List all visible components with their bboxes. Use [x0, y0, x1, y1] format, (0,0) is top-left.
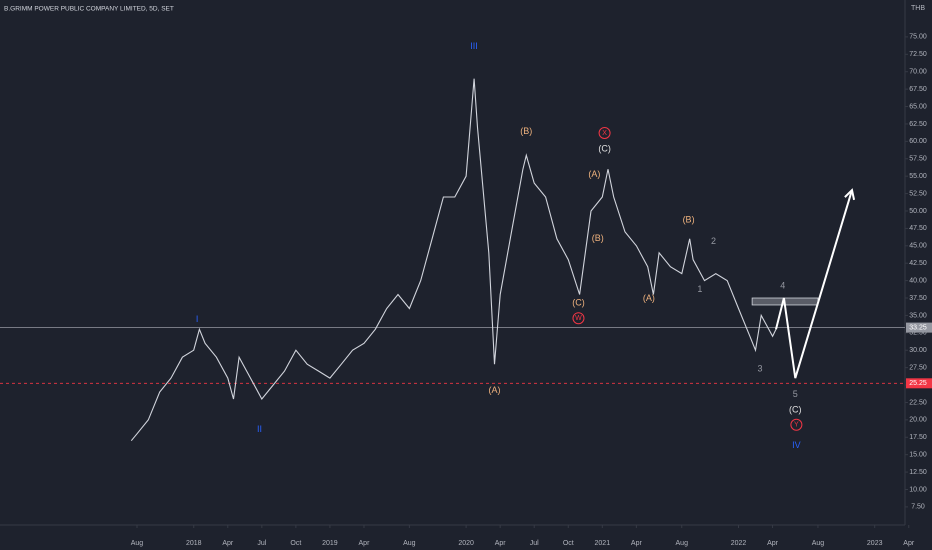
wave-label: W — [575, 315, 582, 322]
price-badge — [906, 378, 932, 389]
wave-label: I — [196, 314, 199, 324]
x-tick-label: Apr — [222, 540, 234, 547]
y-tick-label: 52.50 — [909, 190, 927, 197]
x-tick-label: Aug — [676, 540, 689, 547]
y-tick-label: 40.00 — [909, 277, 927, 284]
y-tick-label: 57.50 — [909, 156, 927, 163]
y-tick-label: 17.50 — [909, 434, 927, 441]
y-tick-label: 70.00 — [909, 69, 927, 76]
y-tick-label: 50.00 — [909, 208, 927, 215]
y-tick-label: 42.50 — [909, 260, 927, 267]
x-tick-label: 2023 — [867, 540, 883, 547]
price-badge-label: 25.25 — [909, 380, 927, 387]
y-tick-label: 22.50 — [909, 399, 927, 406]
x-tick-label: Aug — [812, 540, 825, 547]
y-tick-label: 67.50 — [909, 86, 927, 93]
wave-label: (C) — [572, 297, 585, 307]
wave-circle — [598, 126, 611, 139]
wave-label: (B) — [683, 214, 695, 224]
wave-label: (B) — [520, 126, 532, 136]
x-tick-label: Apr — [631, 540, 643, 547]
wave-label: (C) — [598, 143, 611, 153]
y-tick-label: 75.00 — [909, 34, 927, 41]
y-tick-label: 27.50 — [909, 364, 927, 371]
y-tick-label: 30.00 — [909, 347, 927, 354]
wave-label: X — [602, 130, 607, 137]
wave-label: (A) — [643, 293, 655, 303]
wave-label: (C) — [789, 404, 802, 414]
y-tick-label: 62.50 — [909, 121, 927, 128]
y-tick-label: 37.50 — [909, 295, 927, 302]
x-tick-label: Aug — [131, 540, 144, 547]
y-tick-label: 12.50 — [909, 469, 927, 476]
x-tick-label: Apr — [359, 540, 371, 547]
y-tick-label: 32.50 — [909, 330, 927, 337]
wave-label: (B) — [592, 233, 604, 243]
wave-label: (A) — [588, 169, 600, 179]
y-tick-label: 72.50 — [909, 51, 927, 58]
y-tick-label: 15.00 — [909, 452, 927, 459]
x-tick-label: Apr — [903, 540, 915, 547]
projection-path — [775, 189, 853, 379]
y-tick-label: 10.00 — [909, 486, 927, 493]
wave-label: II — [257, 424, 262, 434]
wave-label: 4 — [780, 281, 785, 291]
x-tick-label: Jul — [530, 540, 539, 547]
x-tick-label: Apr — [767, 540, 779, 547]
wave-circle — [572, 312, 585, 325]
x-tick-label: 2019 — [322, 540, 338, 547]
x-tick-label: 2022 — [731, 540, 747, 547]
wave-label: 5 — [793, 389, 798, 399]
x-tick-label: Aug — [403, 540, 416, 547]
wave-label: (A) — [488, 385, 500, 395]
price-badge — [906, 322, 932, 333]
wave-label: III — [470, 41, 478, 51]
price-line-series — [130, 78, 777, 442]
y-tick-label: 45.00 — [909, 243, 927, 250]
x-tick-label: Apr — [495, 540, 507, 547]
x-tick-label: 2020 — [458, 540, 474, 547]
wave-label: Y — [794, 422, 799, 429]
y-tick-label: 7.50 — [911, 504, 925, 511]
wave-label: 1 — [697, 284, 702, 294]
y-tick-label: 20.00 — [909, 417, 927, 424]
wave-label: 2 — [711, 236, 716, 246]
y-tick-label: 35.00 — [909, 312, 927, 319]
x-tick-label: Oct — [290, 540, 301, 547]
y-tick-label: 47.50 — [909, 225, 927, 232]
price-badge-label: 33.25 — [909, 324, 927, 331]
wave-label: IV — [792, 440, 801, 450]
x-tick-label: 2018 — [186, 540, 202, 547]
y-tick-label: 60.00 — [909, 138, 927, 145]
wave-circle — [790, 418, 803, 431]
x-tick-label: Oct — [563, 540, 574, 547]
chart-title: B.GRIMM POWER PUBLIC COMPANY LIMITED, 5D… — [4, 6, 174, 13]
projection-arrowhead — [844, 188, 856, 201]
x-tick-label: Jul — [257, 540, 266, 547]
y-tick-label: 65.00 — [909, 103, 927, 110]
y-tick-label: 55.00 — [909, 173, 927, 180]
x-tick-label: 2021 — [595, 540, 611, 547]
currency-label: THB — [911, 5, 925, 12]
wave-label: 3 — [758, 363, 763, 373]
